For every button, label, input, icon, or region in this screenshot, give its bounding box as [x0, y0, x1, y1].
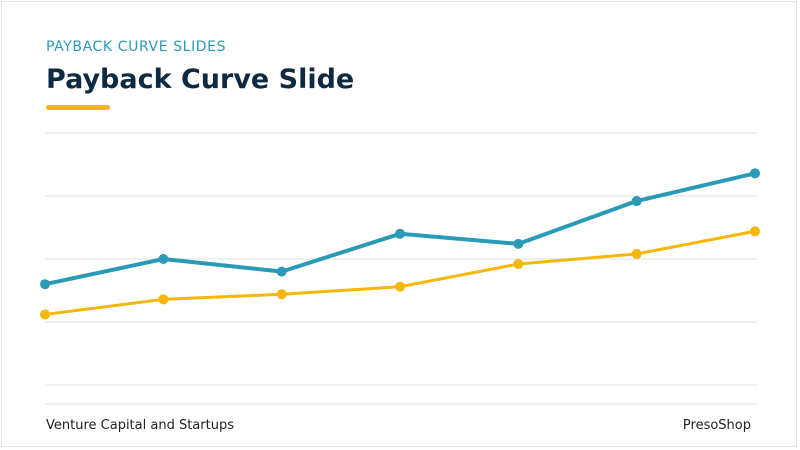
series-line-1 [44, 171, 756, 287]
series-2-point-2 [158, 294, 169, 305]
slide-kicker: PAYBACK CURVE SLIDES [46, 39, 227, 55]
chart-gridlines [45, 132, 757, 405]
footer-brand: PresoShop [682, 418, 751, 433]
series-1-point-4 [395, 228, 405, 239]
series-2-point-3 [276, 289, 287, 300]
series-1-point-2 [158, 254, 169, 264]
footer-left-text: Venture Capital and Startups [46, 418, 234, 433]
series-1-point-3 [276, 266, 287, 277]
slide-title: Payback Curve Slide [46, 64, 355, 95]
series-1-point-7 [750, 168, 760, 179]
series-2-point-5 [513, 259, 524, 270]
series-line-2 [44, 229, 756, 316]
title-underline [46, 105, 110, 110]
series-2-point-7 [750, 226, 760, 237]
series-1-point-5 [513, 238, 524, 249]
chart-series [40, 168, 760, 320]
series-2-point-4 [395, 281, 405, 292]
series-2-point-1 [40, 309, 50, 320]
series-1-point-1 [40, 279, 50, 290]
series-1-point-6 [631, 196, 642, 207]
series-2-point-6 [631, 248, 642, 259]
